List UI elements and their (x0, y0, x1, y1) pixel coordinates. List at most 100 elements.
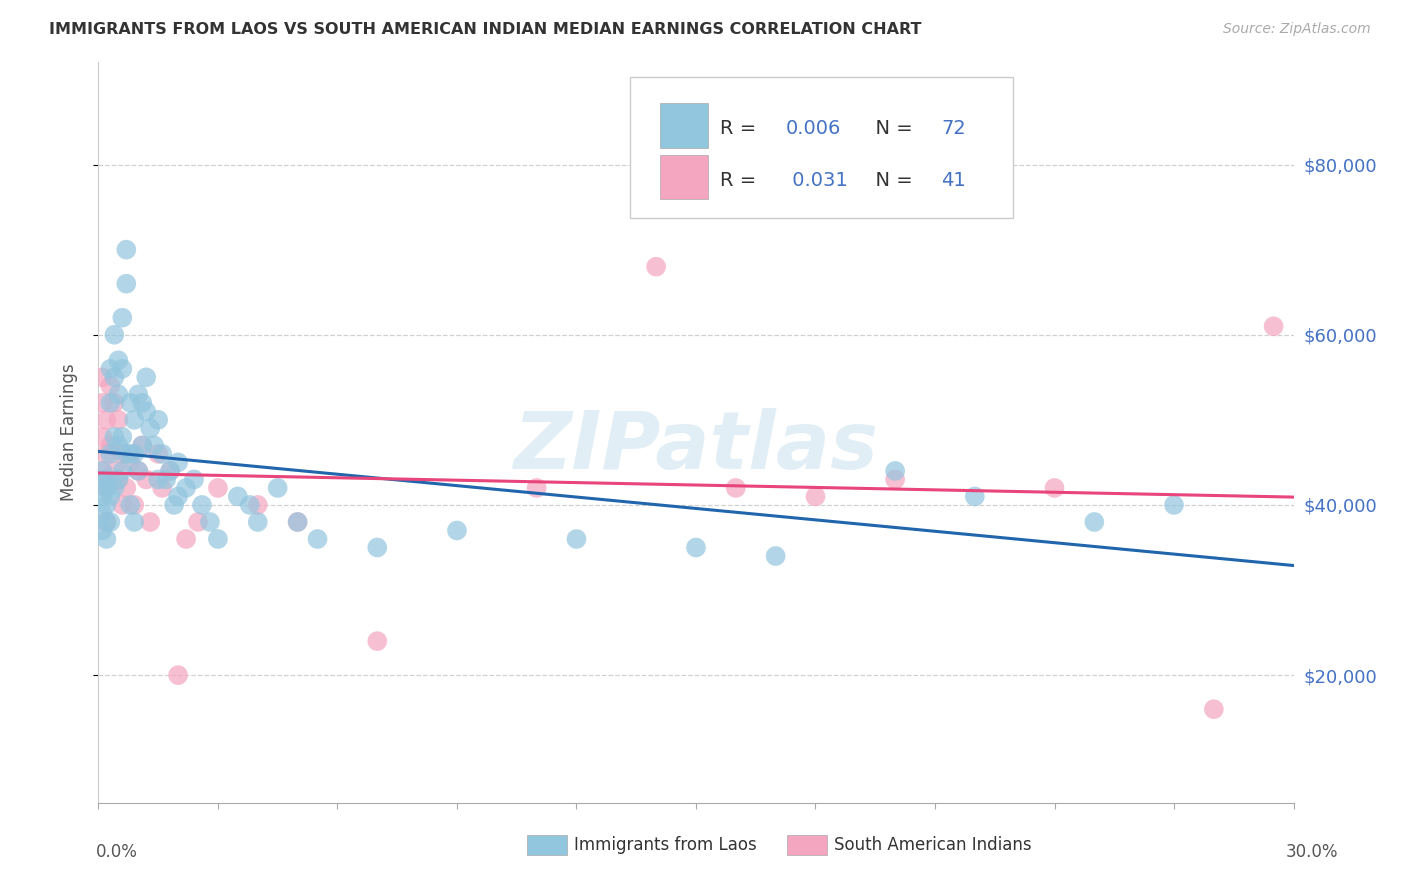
Point (124, 515, 146, 529)
Point (96, 498, 118, 512)
Text: 41: 41 (941, 170, 966, 190)
Point (765, 549, 787, 563)
Point (96, 413, 118, 427)
Point (107, 387, 129, 401)
FancyBboxPatch shape (661, 103, 709, 147)
Point (246, 515, 269, 529)
Point (198, 515, 221, 529)
Point (267, 481, 290, 495)
Point (111, 498, 134, 512)
Point (98, 490, 122, 504)
Point (526, 481, 548, 495)
Point (120, 455, 142, 469)
Point (804, 490, 827, 504)
Point (103, 430, 125, 444)
Point (98, 447, 122, 461)
Point (191, 498, 214, 512)
Point (131, 396, 153, 410)
Point (124, 447, 146, 461)
Point (183, 472, 205, 486)
Text: N =: N = (863, 119, 920, 138)
Point (98, 438, 122, 452)
Point (91, 490, 114, 504)
Point (150, 481, 173, 495)
Point (107, 353, 129, 368)
Point (167, 455, 190, 469)
Point (884, 464, 907, 478)
Point (131, 438, 153, 452)
Point (226, 490, 249, 504)
Point (98, 396, 122, 410)
FancyBboxPatch shape (630, 78, 1012, 218)
Point (187, 515, 209, 529)
Point (107, 472, 129, 486)
Point (107, 413, 129, 427)
Point (115, 243, 138, 257)
Point (645, 260, 668, 274)
Point (91, 464, 114, 478)
Point (91, 464, 114, 478)
Point (103, 327, 125, 342)
Point (98, 379, 122, 393)
Point (120, 396, 142, 410)
Point (96, 532, 118, 546)
Point (724, 481, 747, 495)
Point (111, 361, 134, 376)
Point (91, 524, 114, 538)
Point (135, 472, 157, 486)
Text: 0.0%: 0.0% (96, 843, 138, 861)
Text: R =: R = (720, 119, 762, 138)
Text: Source: ZipAtlas.com: Source: ZipAtlas.com (1223, 22, 1371, 37)
Point (98, 361, 122, 376)
Point (96, 472, 118, 486)
Text: Immigrants from Laos: Immigrants from Laos (574, 836, 756, 854)
Point (174, 481, 197, 495)
Point (107, 438, 129, 452)
Point (103, 370, 125, 384)
Text: 0.031: 0.031 (786, 170, 848, 190)
Point (148, 472, 170, 486)
Point (91, 507, 114, 521)
FancyBboxPatch shape (787, 835, 827, 855)
Point (139, 515, 162, 529)
Point (111, 464, 134, 478)
Point (96, 515, 118, 529)
Point (96, 447, 118, 461)
Point (446, 524, 468, 538)
Point (120, 498, 142, 512)
Point (103, 481, 125, 495)
Point (107, 472, 129, 486)
Text: 30.0%: 30.0% (1286, 843, 1339, 861)
Point (207, 532, 229, 546)
Point (1043, 481, 1066, 495)
Point (135, 370, 157, 384)
Point (366, 634, 388, 648)
FancyBboxPatch shape (661, 155, 709, 200)
Text: IMMIGRANTS FROM LAOS VS SOUTH AMERICAN INDIAN MEDIAN EARNINGS CORRELATION CHART: IMMIGRANTS FROM LAOS VS SOUTH AMERICAN I… (49, 22, 922, 37)
Point (307, 532, 329, 546)
Point (148, 447, 170, 461)
Point (115, 447, 138, 461)
Point (246, 498, 269, 512)
Point (143, 438, 166, 452)
Point (96, 481, 118, 495)
Point (103, 464, 125, 478)
Point (127, 387, 149, 401)
Point (150, 447, 173, 461)
Point (1263, 319, 1285, 334)
Point (155, 472, 177, 486)
Point (163, 498, 186, 512)
Point (127, 464, 149, 478)
Point (287, 515, 309, 529)
Point (685, 541, 707, 555)
Point (287, 515, 309, 529)
Point (884, 472, 907, 486)
Point (565, 532, 588, 546)
Point (98, 515, 122, 529)
Point (91, 370, 114, 384)
Point (115, 277, 138, 291)
Point (91, 396, 114, 410)
Point (91, 430, 114, 444)
Point (124, 413, 146, 427)
Text: R =: R = (720, 170, 762, 190)
